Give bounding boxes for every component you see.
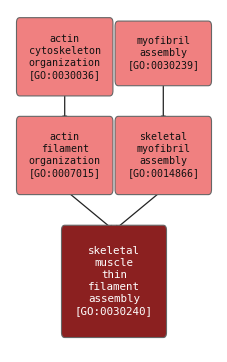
FancyBboxPatch shape <box>16 116 112 195</box>
FancyBboxPatch shape <box>115 21 211 86</box>
Text: skeletal
muscle
thin
filament
assembly
[GO:0030240]: skeletal muscle thin filament assembly [… <box>75 247 152 316</box>
FancyBboxPatch shape <box>61 225 166 337</box>
Text: actin
filament
organization
[GO:0007015]: actin filament organization [GO:0007015] <box>29 132 100 178</box>
FancyBboxPatch shape <box>115 116 211 195</box>
Text: myofibril
assembly
[GO:0030239]: myofibril assembly [GO:0030239] <box>127 37 198 70</box>
FancyBboxPatch shape <box>16 18 112 96</box>
Text: skeletal
myofibril
assembly
[GO:0014866]: skeletal myofibril assembly [GO:0014866] <box>127 132 198 178</box>
Text: actin
cytoskeleton
organization
[GO:0030036]: actin cytoskeleton organization [GO:0030… <box>29 34 100 80</box>
